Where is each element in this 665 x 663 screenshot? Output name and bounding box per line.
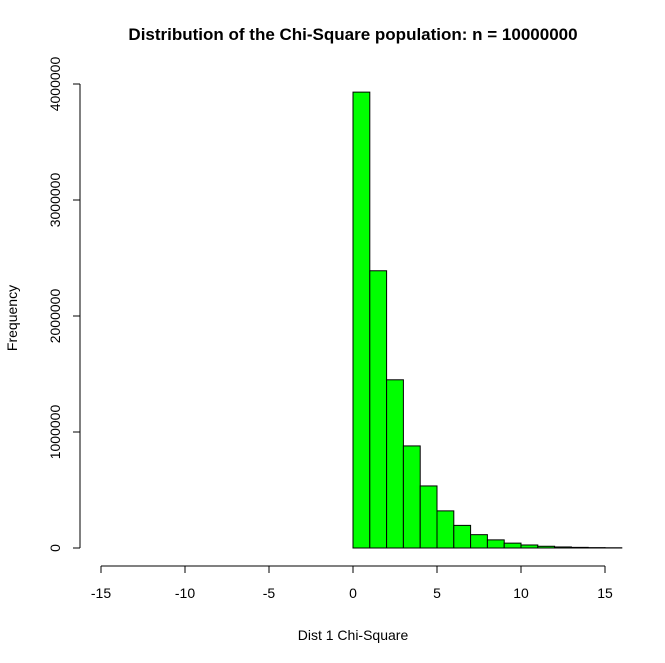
y-tick-label: 4000000 [47,57,63,112]
histogram-bar [352,91,371,549]
x-tick-label: 5 [433,585,441,601]
x-axis: -15 -10 -5 0 5 10 15 [91,565,613,601]
y-tick-label: 1000000 [47,405,63,460]
histogram-bar [537,545,556,549]
x-tick-label: -5 [263,585,276,601]
x-tick-label: -15 [91,585,111,601]
chart-title: Distribution of the Chi-Square populatio… [128,25,577,44]
x-tick-label: 15 [597,585,613,601]
histogram-bar [436,510,455,549]
x-tick-label: 0 [349,585,357,601]
histogram-bar [503,542,522,549]
histogram-bar [520,544,539,549]
histogram-bar [386,379,404,549]
histogram-bar [419,485,438,549]
histogram-bar [554,546,572,549]
x-tick-label: 10 [513,585,529,601]
histogram-bar [453,524,472,549]
y-axis-label: Frequency [4,285,20,351]
histogram-bar [402,445,421,549]
y-tick-label: 3000000 [47,173,63,228]
y-axis: 0 1000000 2000000 3000000 4000000 [47,57,81,552]
y-tick-label: 2000000 [47,289,63,344]
x-tick-label: -10 [175,585,195,601]
histogram-bar [369,270,388,549]
histogram-bar [470,534,488,549]
histogram-bars [352,91,623,549]
x-axis-label: Dist 1 Chi-Square [298,627,409,643]
histogram-bar [486,539,505,549]
y-tick-label: 0 [47,544,63,552]
histogram-bar [570,546,589,549]
